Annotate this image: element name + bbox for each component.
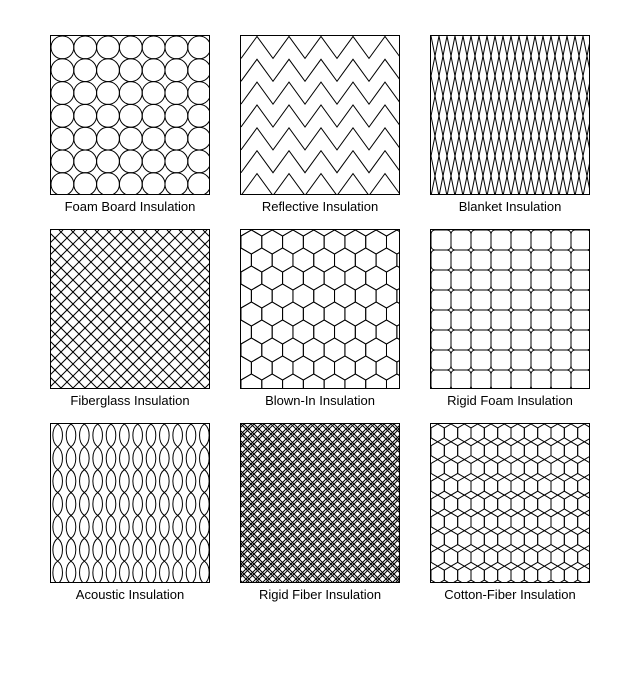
cell-rigid-fiber: Rigid Fiber Insulation (240, 423, 400, 605)
swatch-fiberglass (50, 229, 210, 389)
swatch-blown-in (240, 229, 400, 389)
swatch-reflective (240, 35, 400, 195)
label-foam-board: Foam Board Insulation (65, 199, 196, 214)
swatch-blanket (430, 35, 590, 195)
swatch-acoustic (50, 423, 210, 583)
cell-cotton-fiber: Cotton-Fiber Insulation (430, 423, 590, 605)
label-rigid-fiber: Rigid Fiber Insulation (259, 587, 381, 602)
swatch-rigid-fiber (240, 423, 400, 583)
cell-blown-in: Blown-In Insulation (240, 229, 400, 411)
cell-reflective: Reflective Insulation (240, 35, 400, 217)
label-blown-in: Blown-In Insulation (265, 393, 375, 408)
cell-blanket: Blanket Insulation (430, 35, 590, 217)
label-fiberglass: Fiberglass Insulation (70, 393, 189, 408)
label-reflective: Reflective Insulation (262, 199, 378, 214)
label-cotton-fiber: Cotton-Fiber Insulation (444, 587, 576, 602)
label-acoustic: Acoustic Insulation (76, 587, 184, 602)
label-rigid-foam: Rigid Foam Insulation (447, 393, 573, 408)
cell-foam-board: Foam Board Insulation (50, 35, 210, 217)
swatch-rigid-foam (430, 229, 590, 389)
label-blanket: Blanket Insulation (459, 199, 562, 214)
cell-fiberglass: Fiberglass Insulation (50, 229, 210, 411)
insulation-pattern-grid: Foam Board Insulation Reflective Insulat… (50, 35, 590, 605)
swatch-cotton-fiber (430, 423, 590, 583)
cell-rigid-foam: Rigid Foam Insulation (430, 229, 590, 411)
cell-acoustic: Acoustic Insulation (50, 423, 210, 605)
swatch-foam-board (50, 35, 210, 195)
